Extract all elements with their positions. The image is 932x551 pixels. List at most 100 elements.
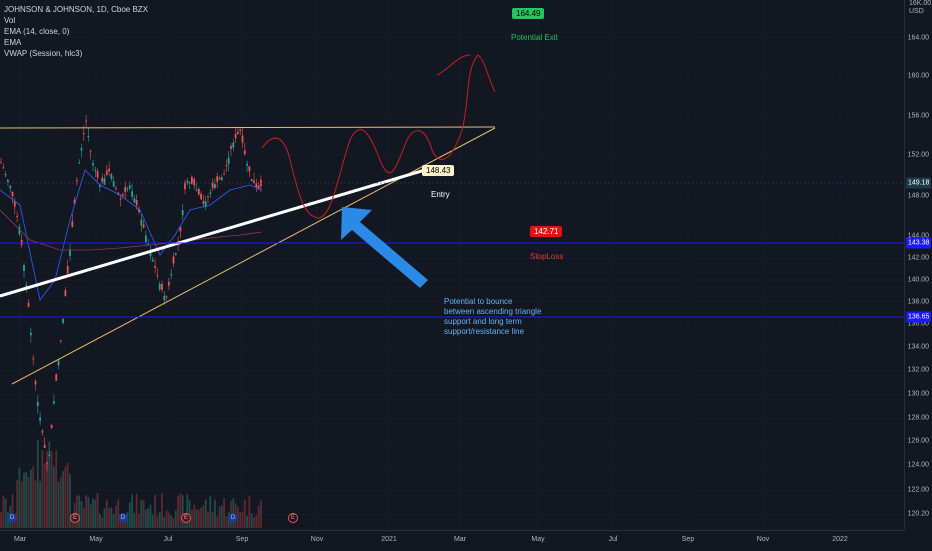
volume-bar xyxy=(147,508,150,528)
volume-bar xyxy=(46,451,48,528)
volume-bar xyxy=(138,514,140,528)
candle-body xyxy=(216,176,219,182)
volume-bar xyxy=(124,517,127,528)
candle-body xyxy=(57,360,60,366)
price-tick: 120.20 xyxy=(907,510,929,518)
volume-bar xyxy=(193,504,196,528)
price-axis-top-value: 16K.00 xyxy=(909,0,932,7)
time-tick: Nov xyxy=(310,536,324,543)
drawings[interactable] xyxy=(0,54,904,385)
time-tick: May xyxy=(531,536,545,543)
time-tick: 2022 xyxy=(832,536,848,543)
volume-bar xyxy=(204,499,207,528)
candle-body xyxy=(184,182,186,190)
volume-bar xyxy=(250,513,253,528)
volume-bar xyxy=(11,493,14,528)
volume-bar xyxy=(239,512,242,528)
candle-body xyxy=(53,401,55,404)
volume-bar xyxy=(151,514,154,528)
red-wave-top xyxy=(436,54,471,76)
volume-bar xyxy=(191,509,193,528)
earnings-event-icon[interactable]: E xyxy=(288,513,298,523)
candle-body xyxy=(193,179,196,186)
candle-body xyxy=(55,374,58,381)
candle-body xyxy=(191,176,193,184)
candle-body xyxy=(7,179,9,182)
candle-body xyxy=(250,179,253,182)
volume-bar xyxy=(30,469,32,528)
candle-body xyxy=(156,275,159,277)
volume-bar xyxy=(20,481,23,528)
candle-body xyxy=(85,120,87,122)
candle-body xyxy=(43,444,46,448)
candle-body xyxy=(223,173,225,175)
price-tick: 144.00 xyxy=(907,232,929,240)
time-tick: Mar xyxy=(13,536,27,543)
candle-body xyxy=(165,296,168,298)
candle-body xyxy=(154,266,156,268)
candle-body xyxy=(122,194,124,196)
earnings-event-icon[interactable]: E xyxy=(181,513,191,523)
target-price-box[interactable]: 164.49 xyxy=(512,8,545,19)
candle-body xyxy=(36,402,39,406)
volume-bar xyxy=(105,499,108,528)
candle-body xyxy=(241,135,244,143)
volume-bar xyxy=(92,498,94,528)
candle-body xyxy=(253,180,255,184)
time-axis[interactable]: Mar May Jul Sep Nov 2021 Mar May Jul Sep… xyxy=(0,530,904,551)
candle-body xyxy=(230,145,232,149)
target-label: Potential Exit xyxy=(511,33,558,42)
volume-bar xyxy=(163,516,166,528)
price-tick: 126.00 xyxy=(907,437,929,445)
candle-body xyxy=(202,201,205,204)
volume-bar xyxy=(108,508,110,528)
callout-line: support/resistance line xyxy=(444,327,525,336)
chart-canvas[interactable] xyxy=(0,0,904,530)
candle-body xyxy=(87,136,90,137)
stop-price-box[interactable]: 142.71 xyxy=(530,226,563,237)
candle-body xyxy=(69,250,71,257)
volume-bar xyxy=(200,507,202,528)
triangle-support-line xyxy=(11,127,496,385)
volume-bar xyxy=(260,500,262,528)
candle-body xyxy=(80,148,83,151)
dividend-event-icon[interactable]: D xyxy=(7,513,17,523)
candle-body xyxy=(142,224,145,228)
price-tick: 152.00 xyxy=(907,151,929,159)
candle-body xyxy=(225,165,228,167)
callout-line: Potential to bounce xyxy=(444,297,513,306)
time-tick: Nov xyxy=(756,536,770,543)
legend-indicator-ema[interactable]: EMA xyxy=(4,38,22,47)
legend-indicator-ema14[interactable]: EMA (14, close, 0) xyxy=(4,27,70,36)
price-tick: 132.00 xyxy=(907,366,929,374)
volume-bar xyxy=(96,493,99,528)
entry-price-box[interactable]: 148.43 xyxy=(422,165,455,176)
price-tick: 124.00 xyxy=(907,461,929,469)
price-axis[interactable]: 16K.00 USD 164.00 160.00 156.00 152.00 1… xyxy=(904,0,932,530)
candle-body xyxy=(257,185,260,190)
volume-bar xyxy=(128,502,131,528)
time-tick: Jul xyxy=(608,536,618,543)
volume-bar xyxy=(101,517,104,528)
candle-body xyxy=(181,210,184,216)
candle-body xyxy=(124,186,127,193)
candle-body xyxy=(46,462,48,464)
legend-indicator-vwap[interactable]: VWAP (Session, hlc3) xyxy=(4,49,83,58)
earnings-event-icon[interactable]: E xyxy=(70,513,80,523)
candle-body xyxy=(101,177,104,182)
candle-body xyxy=(78,162,81,164)
bounce-arrow xyxy=(341,207,428,288)
candle-body xyxy=(195,190,198,191)
dividend-event-icon[interactable]: D xyxy=(228,513,238,523)
price-tick: 134.00 xyxy=(907,343,929,351)
candle-body xyxy=(71,221,74,227)
candle-body xyxy=(135,199,138,206)
volume-bar xyxy=(80,501,83,528)
legend-indicator-vol[interactable]: Vol xyxy=(4,16,16,25)
volume-bar xyxy=(170,515,173,528)
dividend-event-icon[interactable]: D xyxy=(118,513,128,523)
volume-bar xyxy=(94,499,97,528)
volume-bar xyxy=(223,498,225,528)
price-tick: 138.00 xyxy=(907,298,929,306)
chart-area[interactable]: JOHNSON & JOHNSON, 1D, Cboe BZX Vol EMA … xyxy=(0,0,904,530)
